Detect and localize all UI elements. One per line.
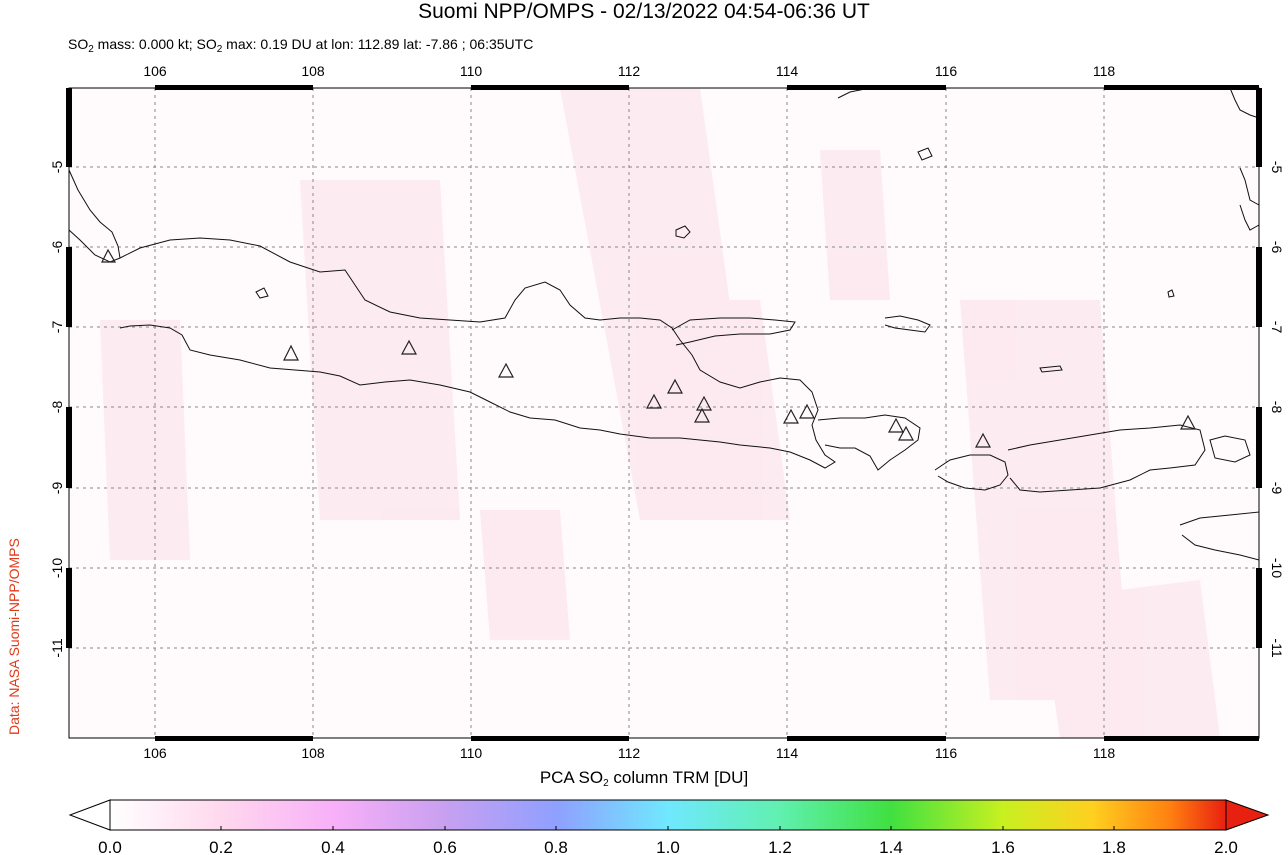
lat-tick: -11 xyxy=(49,638,65,657)
lat-tick: -7 xyxy=(49,321,65,334)
sumbawa-coast xyxy=(1007,424,1206,493)
colorbar-label: PCA SO2 column TRM [DU] xyxy=(539,768,749,789)
lat-tick: -8 xyxy=(1269,401,1285,414)
lon-tick: 106 xyxy=(143,745,167,761)
colorbar-tick: 1.6 xyxy=(991,838,1015,855)
lat-tick: -7 xyxy=(1269,321,1285,334)
lon-tick: 110 xyxy=(460,63,483,79)
lat-tick: -5 xyxy=(1269,161,1285,174)
small-island-3 xyxy=(1167,289,1175,298)
colorbar-tick: 1.0 xyxy=(656,838,680,855)
colorbar-tick: 0.4 xyxy=(321,838,345,855)
lat-tick: -6 xyxy=(1269,241,1285,254)
so2-swaths xyxy=(100,88,1220,738)
lon-tick: 118 xyxy=(1093,745,1116,761)
colorbar-max-arrow xyxy=(1225,799,1270,831)
colorbar-tick: 0.0 xyxy=(98,838,122,855)
triangle-icon xyxy=(782,408,800,424)
lon-tick: 112 xyxy=(618,745,641,761)
colorbar-min-arrow xyxy=(68,799,111,831)
small-island-4 xyxy=(1039,365,1063,373)
triangle-icon xyxy=(645,393,663,409)
colorbar-tick: 0.8 xyxy=(544,838,568,855)
karimunjawa xyxy=(675,225,691,239)
triangle-icon xyxy=(897,425,915,441)
lon-tick: 110 xyxy=(460,745,483,761)
lat-tick: -11 xyxy=(1269,638,1285,657)
kalimantan-south xyxy=(1239,204,1260,231)
bali-coast xyxy=(817,414,921,471)
lat-tick: -6 xyxy=(49,241,65,254)
lon-tick: 114 xyxy=(776,63,799,79)
lat-tick: -9 xyxy=(49,482,65,495)
lon-tick: 106 xyxy=(143,63,167,79)
colorbar-tick: 1.2 xyxy=(768,838,792,855)
coastlines xyxy=(68,87,1260,561)
colorbar-tick: 0.6 xyxy=(433,838,457,855)
map-title: Suomi NPP/OMPS - 02/13/2022 04:54-06:36 … xyxy=(418,0,870,23)
lon-labels-bottom: 106 108 110 112 114 116 118 xyxy=(143,745,1115,761)
triangle-icon xyxy=(400,339,418,355)
sumatra-coast xyxy=(68,169,121,263)
triangle-icon xyxy=(101,248,117,263)
small-island-1 xyxy=(255,287,269,299)
triangle-icon xyxy=(1179,414,1197,430)
colorbar-tick: 2.0 xyxy=(1214,838,1238,855)
map-subtitle: SO2 mass: 0.000 kt; SO2 max: 0.19 DU at … xyxy=(68,36,534,55)
java-coast xyxy=(119,237,836,469)
colorbar-ticks: 0.0 0.2 0.4 0.6 0.8 1.0 1.2 1.4 1.6 1.8 … xyxy=(98,838,1238,855)
triangle-icon xyxy=(497,362,515,378)
small-island-2 xyxy=(917,147,933,161)
triangle-icon xyxy=(887,417,905,433)
lat-tick: -8 xyxy=(49,401,65,414)
madura-coast xyxy=(671,317,796,346)
lon-tick: 112 xyxy=(618,63,641,79)
lon-tick: 116 xyxy=(935,745,958,761)
lombok-coast xyxy=(934,454,1009,491)
small-island-5 xyxy=(1209,435,1251,463)
colorbar-tick: 0.2 xyxy=(209,838,233,855)
frame-border xyxy=(66,85,1262,741)
lat-tick: -9 xyxy=(1269,482,1285,495)
lon-tick: 108 xyxy=(301,745,325,761)
lat-tick: -5 xyxy=(49,161,65,174)
lat-labels-left: -5 -6 -7 -8 -9 -10 -11 xyxy=(49,161,65,658)
triangle-icon xyxy=(695,395,713,411)
triangle-icon xyxy=(693,407,711,423)
triangle-icon xyxy=(798,403,816,419)
colorbar xyxy=(68,799,1270,831)
lon-tick: 116 xyxy=(935,63,958,79)
triangle-icon xyxy=(283,344,299,361)
kangean-island xyxy=(884,315,931,333)
volcano-markers xyxy=(101,248,1197,448)
lon-tick: 114 xyxy=(776,745,799,761)
lon-tick: 118 xyxy=(1093,63,1116,79)
triangle-icon xyxy=(666,378,684,394)
colorbar-gradient xyxy=(109,799,1227,831)
colorbar-tick: 1.8 xyxy=(1102,838,1126,855)
triangle-icon xyxy=(974,432,992,448)
colorbar-tick: 1.4 xyxy=(879,838,903,855)
lat-tick: -10 xyxy=(49,558,65,578)
lat-tick: -10 xyxy=(1269,558,1285,578)
graticule xyxy=(69,88,1259,738)
lat-labels-right: -5 -6 -7 -8 -9 -10 -11 xyxy=(1269,161,1285,658)
lon-tick: 108 xyxy=(301,63,325,79)
lon-labels-top: 106 108 110 112 114 116 118 xyxy=(143,63,1115,79)
